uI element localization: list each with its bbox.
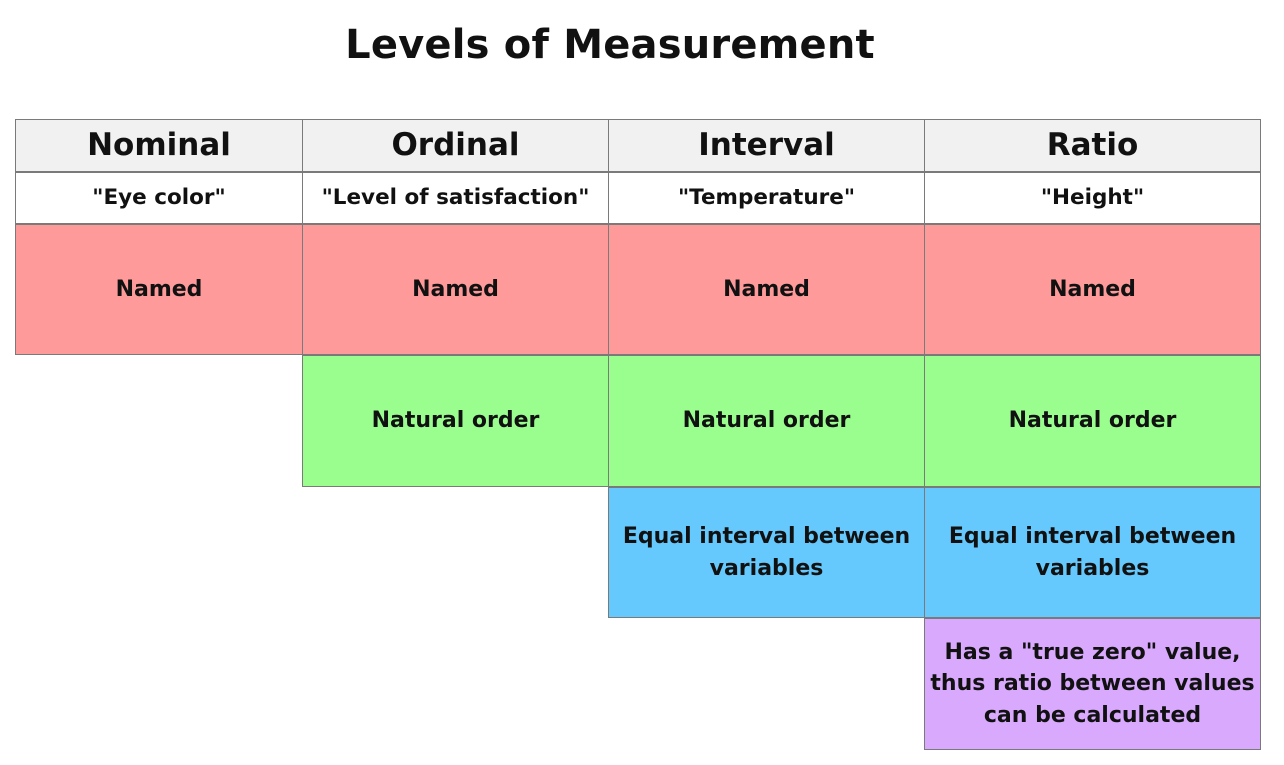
header-interval: Interval <box>608 119 925 172</box>
example-nominal: "Eye color" <box>15 172 303 224</box>
property-named-ratio: Named <box>924 224 1261 355</box>
property-interval-interval: Equal interval between variables <box>608 487 925 618</box>
header-nominal: Nominal <box>15 119 303 172</box>
property-interval-ratio: Equal interval between variables <box>924 487 1261 618</box>
property-named-interval: Named <box>608 224 925 355</box>
property-named-nominal: Named <box>15 224 303 355</box>
diagram-title: Levels of Measurement <box>345 22 875 68</box>
example-ratio: "Height" <box>924 172 1261 224</box>
header-ratio: Ratio <box>924 119 1261 172</box>
header-ordinal: Ordinal <box>302 119 609 172</box>
property-order-ordinal: Natural order <box>302 355 609 487</box>
property-order-ratio: Natural order <box>924 355 1261 487</box>
property-true-zero-ratio: Has a "true zero" value, thus ratio betw… <box>924 618 1261 750</box>
example-ordinal: "Level of satisfaction" <box>302 172 609 224</box>
property-order-interval: Natural order <box>608 355 925 487</box>
example-interval: "Temperature" <box>608 172 925 224</box>
property-named-ordinal: Named <box>302 224 609 355</box>
